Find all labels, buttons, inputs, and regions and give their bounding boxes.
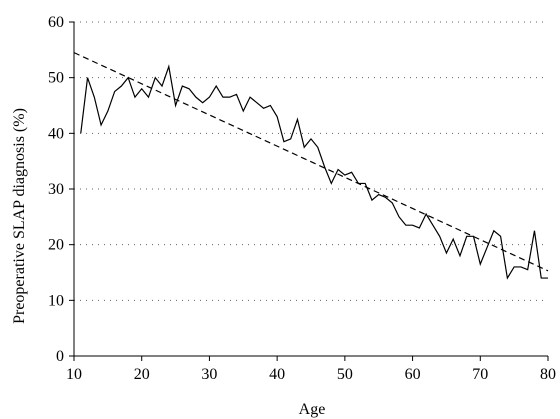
x-tick-label: 70 — [472, 366, 488, 383]
x-tick-label: 20 — [134, 366, 150, 383]
x-tick-label: 50 — [337, 366, 353, 383]
y-axis-title: Preoperative SLAP diagnosis (%) — [11, 108, 28, 324]
x-axis-title: Age — [299, 401, 326, 418]
y-tick-label: 50 — [48, 70, 64, 87]
y-tick-label: 40 — [48, 125, 64, 142]
trend-line — [73, 52, 549, 272]
x-tick-label: 40 — [269, 366, 285, 383]
x-tick-label: 80 — [540, 366, 556, 383]
axes — [69, 21, 549, 361]
y-tick-label: 20 — [48, 237, 64, 254]
x-tick-label: 30 — [201, 366, 217, 383]
y-tick-label: 10 — [48, 292, 64, 309]
x-tick-label: 60 — [405, 366, 421, 383]
x-tick-label: 10 — [66, 366, 82, 383]
grid-lines — [74, 21, 548, 301]
y-tick-label: 30 — [48, 181, 64, 198]
y-tick-label: 60 — [48, 14, 64, 31]
data-line — [80, 64, 548, 280]
y-tick-label: 0 — [56, 348, 64, 365]
series-layer — [73, 52, 549, 280]
